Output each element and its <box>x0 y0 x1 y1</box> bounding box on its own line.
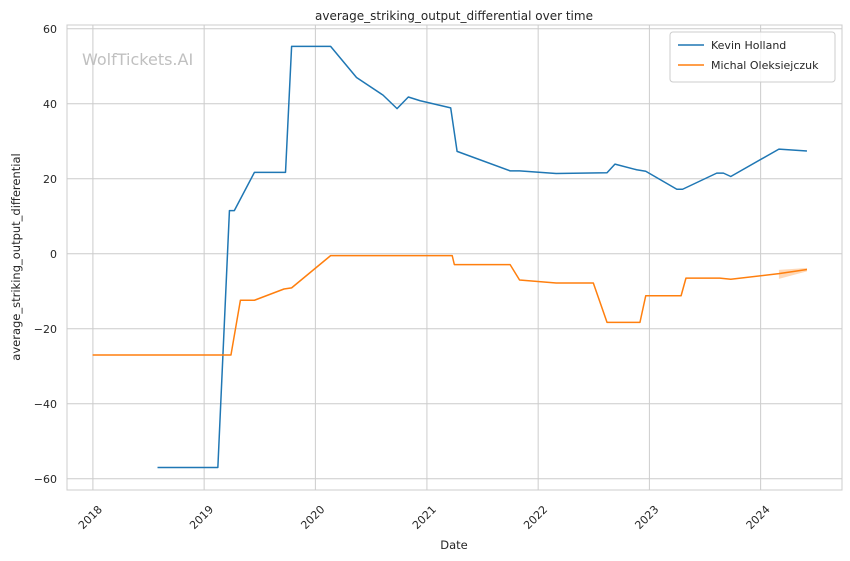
y-axis-label: average_striking_output_differential <box>9 153 23 360</box>
legend-label-kevin-holland: Kevin Holland <box>711 39 786 52</box>
y-tick-label: −60 <box>34 473 57 486</box>
plot-background <box>66 24 843 491</box>
x-ticks: 2018 2019 2020 2021 2022 2023 2024 <box>76 503 773 532</box>
x-tick-label: 2021 <box>410 503 439 532</box>
x-tick-label: 2019 <box>187 503 216 532</box>
x-tick-label: 2018 <box>76 503 105 532</box>
y-tick-label: 0 <box>50 248 57 261</box>
series-line-kevin-holland <box>157 45 808 469</box>
y-tick-label: 60 <box>43 23 57 36</box>
y-tick-label: −40 <box>34 398 57 411</box>
y-tick-label: 20 <box>43 173 57 186</box>
legend: Kevin Holland Michal Oleksiejczuk <box>669 31 836 83</box>
x-tick-label: 2024 <box>744 503 773 532</box>
series-layer <box>92 45 808 469</box>
watermark: WolfTickets.AI <box>82 50 193 69</box>
series-line-michal-oleksiejczuk <box>92 254 808 356</box>
y-tick-label: −20 <box>34 323 57 336</box>
y-ticks: 60 40 20 0 −20 −40 −60 <box>34 23 57 486</box>
legend-box <box>669 31 836 83</box>
chart-title: average_striking_output_differential ove… <box>315 9 593 23</box>
x-axis-label: Date <box>440 538 468 552</box>
y-tick-label: 40 <box>43 98 57 111</box>
x-tick-label: 2022 <box>521 503 550 532</box>
x-tick-label: 2023 <box>632 503 661 532</box>
legend-label-michal-oleksiejczuk: Michal Oleksiejczuk <box>711 59 819 72</box>
x-tick-label: 2020 <box>298 503 327 532</box>
